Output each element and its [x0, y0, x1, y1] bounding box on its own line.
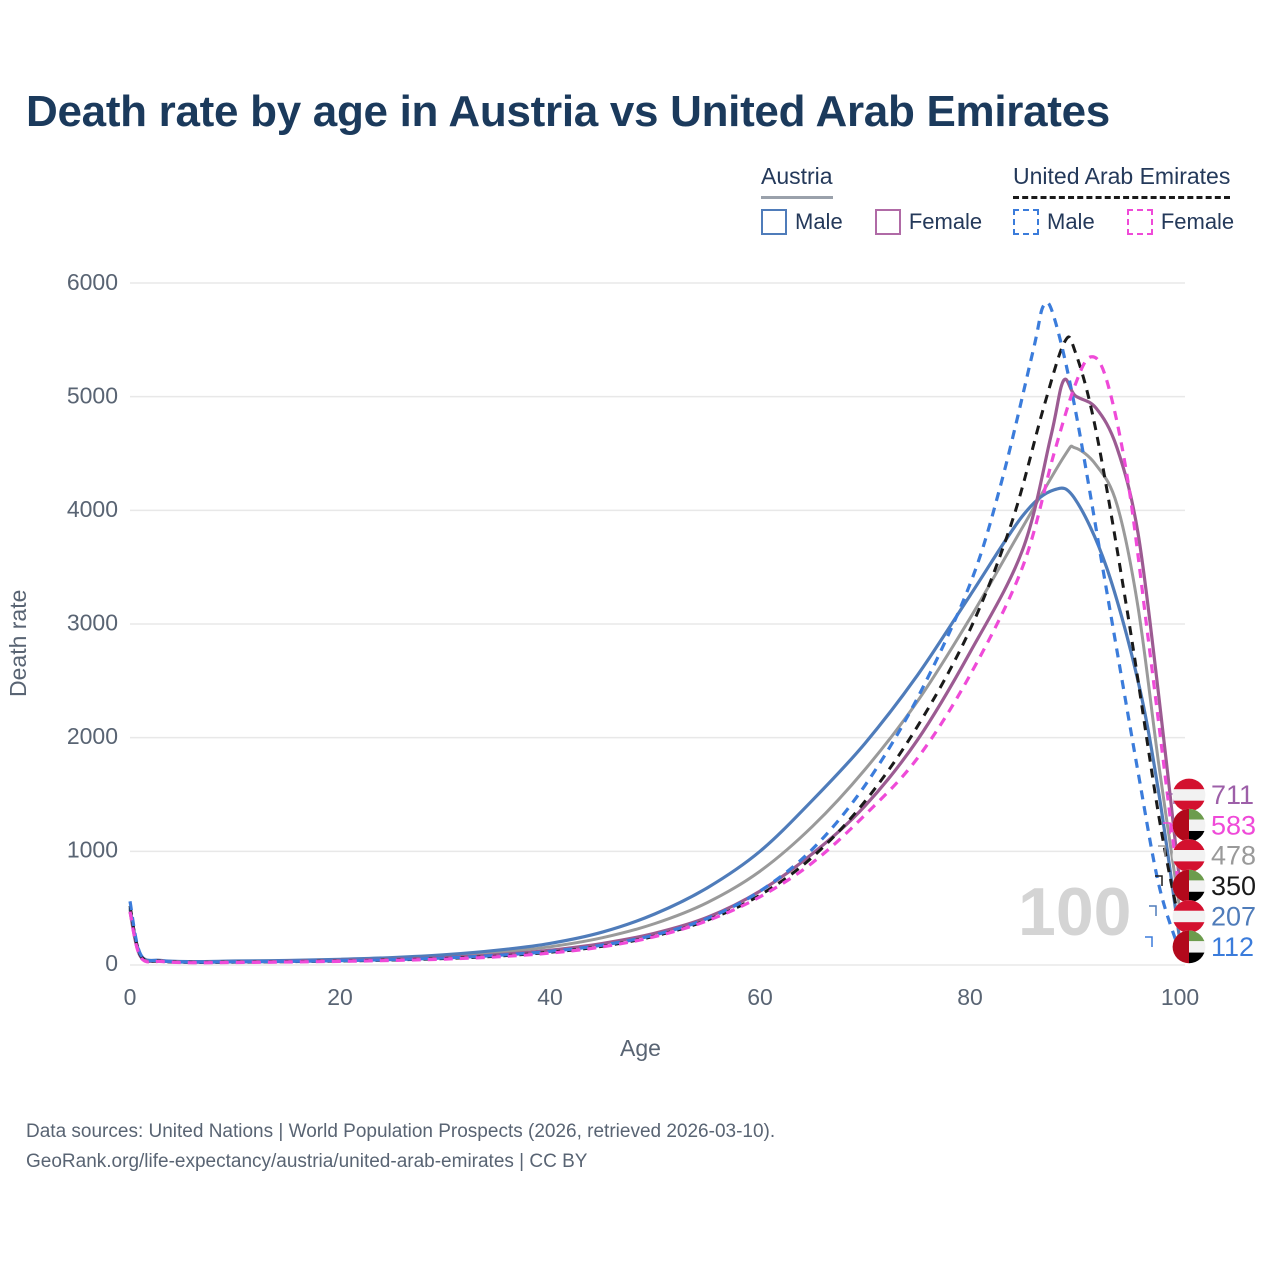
svg-text:350: 350 [1211, 871, 1256, 901]
svg-text:711: 711 [1211, 780, 1254, 810]
svg-text:112: 112 [1211, 932, 1254, 962]
svg-text:478: 478 [1211, 841, 1256, 871]
svg-text:207: 207 [1211, 902, 1256, 932]
svg-text:583: 583 [1211, 810, 1256, 840]
